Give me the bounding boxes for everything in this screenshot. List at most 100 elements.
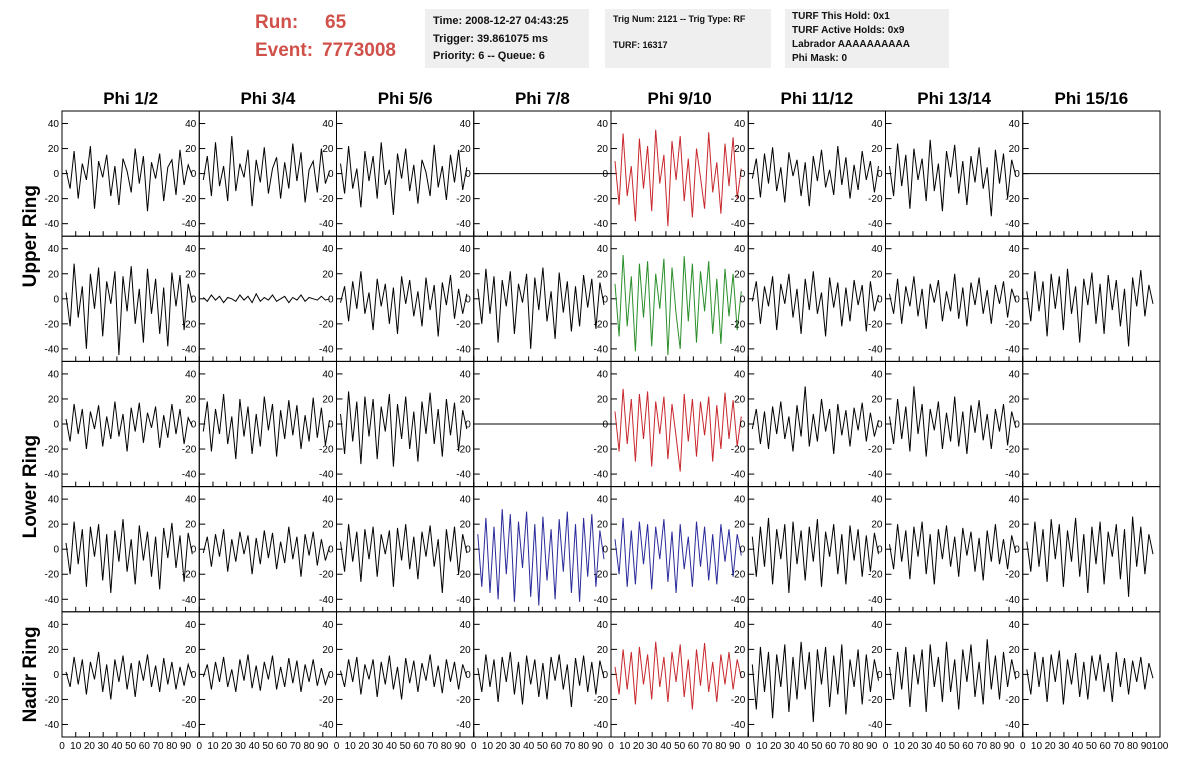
x-tick-label: 10 (894, 741, 906, 752)
y-tick-label: 40 (322, 369, 334, 380)
column-label: Phi 3/4 (240, 89, 295, 108)
x-tick-label: 40 (935, 741, 947, 752)
y-tick-label: 40 (322, 119, 334, 130)
info-line: Labrador AAAAAAAAAA (792, 39, 910, 50)
waveform (751, 271, 879, 337)
y-tick-label: 0 (740, 294, 746, 305)
y-tick-label: 0 (53, 670, 59, 681)
x-tick-label: 60 (413, 741, 425, 752)
waveform (1026, 650, 1154, 705)
y-tick-label: 20 (185, 520, 197, 531)
y-tick-label: 0 (53, 420, 59, 431)
panel-frame (885, 360, 1024, 488)
y-tick-label: -20 (731, 695, 746, 706)
y-tick-label: 40 (185, 495, 197, 506)
y-tick-label: 40 (322, 620, 334, 631)
waveform (751, 517, 879, 594)
x-tick-label: 30 (647, 741, 659, 752)
y-tick-label: 40 (597, 369, 609, 380)
y-tick-label: 0 (602, 169, 608, 180)
y-tick-label: 20 (322, 269, 334, 280)
y-tick-label: 20 (48, 144, 60, 155)
y-tick-label: 40 (48, 495, 60, 506)
y-tick-label: -40 (182, 219, 197, 230)
x-tick-label: 50 (400, 741, 412, 752)
panel-frame (473, 235, 612, 362)
x-tick-label: 50 (1086, 741, 1098, 752)
x-tick-label: 70 (839, 741, 851, 752)
y-tick-label: 40 (48, 620, 60, 631)
y-tick-label: 20 (460, 394, 472, 405)
y-tick-label: 0 (877, 169, 883, 180)
y-tick-label: 20 (322, 144, 334, 155)
y-tick-label: 0 (740, 545, 746, 556)
y-tick-label: -40 (456, 595, 471, 606)
y-tick-label: 20 (48, 269, 60, 280)
y-tick-label: -20 (319, 695, 334, 706)
y-tick-label: 40 (734, 369, 746, 380)
y-tick-label: -40 (1005, 219, 1020, 230)
y-tick-label: 0 (53, 169, 59, 180)
y-tick-label: -20 (868, 695, 883, 706)
event-number: 7773008 (322, 40, 396, 61)
panel-frame (1022, 611, 1161, 738)
y-tick-label: 20 (185, 394, 197, 405)
y-tick-label: 40 (1009, 244, 1021, 255)
y-tick-label: -20 (594, 445, 609, 456)
y-tick-label: 40 (1009, 620, 1021, 631)
waveform (477, 509, 605, 606)
x-tick-label: 80 (1127, 741, 1139, 752)
x-tick-label: 20 (770, 741, 782, 752)
y-tick-label: -20 (319, 570, 334, 581)
y-tick-label: 20 (460, 144, 472, 155)
x-tick-label: 80 (990, 741, 1002, 752)
y-tick-label: 40 (597, 495, 609, 506)
ring-label: Upper Ring (20, 185, 41, 287)
y-tick-label: -40 (868, 344, 883, 355)
y-tick-label: -40 (182, 720, 197, 731)
y-tick-label: -20 (45, 445, 60, 456)
y-tick-label: 20 (48, 394, 60, 405)
y-tick-label: 0 (465, 420, 471, 431)
y-tick-label: -20 (45, 570, 60, 581)
y-tick-label: -20 (868, 194, 883, 205)
y-tick-label: 20 (460, 645, 472, 656)
y-tick-label: 0 (877, 294, 883, 305)
y-tick-label: -20 (45, 695, 60, 706)
y-tick-label: -40 (45, 219, 60, 230)
y-tick-label: 0 (191, 545, 197, 556)
y-tick-label: 20 (1009, 269, 1021, 280)
y-tick-label: 20 (734, 269, 746, 280)
y-tick-label: -40 (319, 470, 334, 481)
x-tick-label: 30 (921, 741, 933, 752)
x-tick-label: 100 (1152, 741, 1169, 752)
x-tick-label: 80 (441, 741, 453, 752)
x-tick-label: 90 (592, 741, 604, 752)
x-tick-label: 70 (153, 741, 165, 752)
waveform (65, 651, 193, 700)
x-tick-label: 80 (303, 741, 315, 752)
x-tick-label: 50 (125, 741, 137, 752)
y-tick-label: 0 (1014, 670, 1020, 681)
event-label: Event: (255, 40, 313, 61)
y-tick-label: 40 (322, 244, 334, 255)
y-tick-label: 20 (734, 520, 746, 531)
x-tick-label: 10 (756, 741, 768, 752)
x-tick-label: 90 (454, 741, 466, 752)
y-tick-label: 40 (1009, 495, 1021, 506)
y-tick-label: 0 (53, 294, 59, 305)
y-tick-label: -40 (1005, 720, 1020, 731)
panel-frame (336, 360, 475, 488)
y-tick-label: -20 (319, 194, 334, 205)
panel-frame (336, 486, 475, 613)
info-line: Priority: 6 -- Queue: 6 (433, 50, 545, 62)
y-tick-label: -40 (45, 470, 60, 481)
y-tick-label: -20 (594, 319, 609, 330)
y-tick-label: 0 (1014, 294, 1020, 305)
y-tick-label: 20 (322, 520, 334, 531)
y-tick-label: -40 (456, 344, 471, 355)
waveform (65, 519, 193, 594)
y-tick-label: -20 (182, 319, 197, 330)
y-tick-label: -40 (868, 470, 883, 481)
